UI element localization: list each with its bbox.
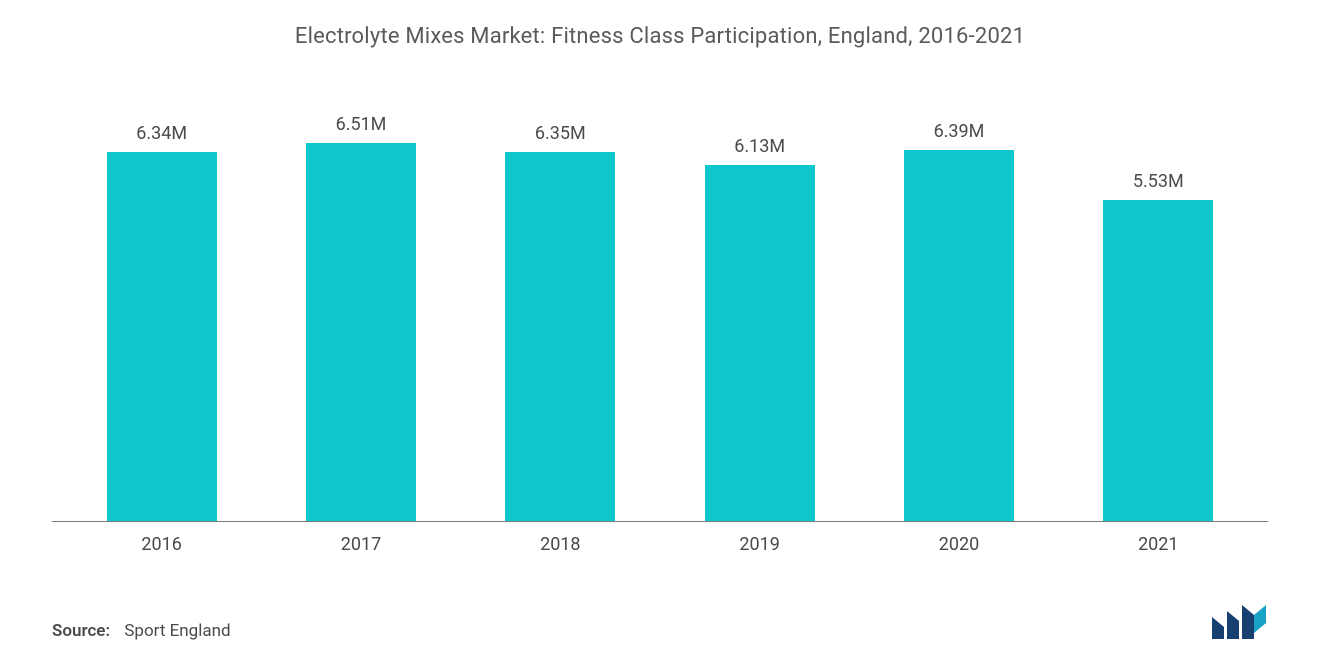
x-axis-tick: 2016 xyxy=(62,534,261,555)
source-value: Sport England xyxy=(124,621,230,641)
bar-group: 6.35M xyxy=(461,85,660,521)
bar-value-label: 6.34M xyxy=(136,123,187,144)
plot-area: 6.34M 6.51M 6.35M 6.13M 6.39M 5.53M xyxy=(52,85,1268,522)
bar-group: 5.53M xyxy=(1059,85,1258,521)
x-axis-tick: 2020 xyxy=(859,534,1058,555)
bar-group: 6.39M xyxy=(859,85,1058,521)
bar-value-label: 6.51M xyxy=(336,114,387,135)
x-axis-tick: 2021 xyxy=(1059,534,1258,555)
bar xyxy=(705,165,815,521)
bar-group: 6.51M xyxy=(261,85,460,521)
x-axis-tick: 2017 xyxy=(261,534,460,555)
bar-value-label: 6.13M xyxy=(734,136,785,157)
bar-group: 6.13M xyxy=(660,85,859,521)
chart-footer: Source: Sport England xyxy=(48,603,1272,641)
chart-title: Electrolyte Mixes Market: Fitness Class … xyxy=(48,24,1272,49)
bars-row: 6.34M 6.51M 6.35M 6.13M 6.39M 5.53M xyxy=(52,85,1268,521)
bar-value-label: 6.39M xyxy=(934,121,985,142)
bar xyxy=(107,152,217,521)
bar xyxy=(306,143,416,521)
bar xyxy=(904,150,1014,521)
x-axis-tick: 2018 xyxy=(461,534,660,555)
bar xyxy=(505,152,615,521)
x-axis-tick: 2019 xyxy=(660,534,859,555)
source-label: Source: xyxy=(52,621,110,641)
bar-value-label: 5.53M xyxy=(1133,171,1184,192)
bar-group: 6.34M xyxy=(62,85,261,521)
bar-value-label: 6.35M xyxy=(535,123,586,144)
source-attribution: Source: Sport England xyxy=(52,621,231,641)
x-axis: 201620172018201920202021 xyxy=(52,522,1268,555)
brand-logo xyxy=(1210,603,1268,641)
chart-container: Electrolyte Mixes Market: Fitness Class … xyxy=(0,0,1320,665)
bar xyxy=(1103,200,1213,521)
mordor-logo-icon xyxy=(1210,603,1268,641)
